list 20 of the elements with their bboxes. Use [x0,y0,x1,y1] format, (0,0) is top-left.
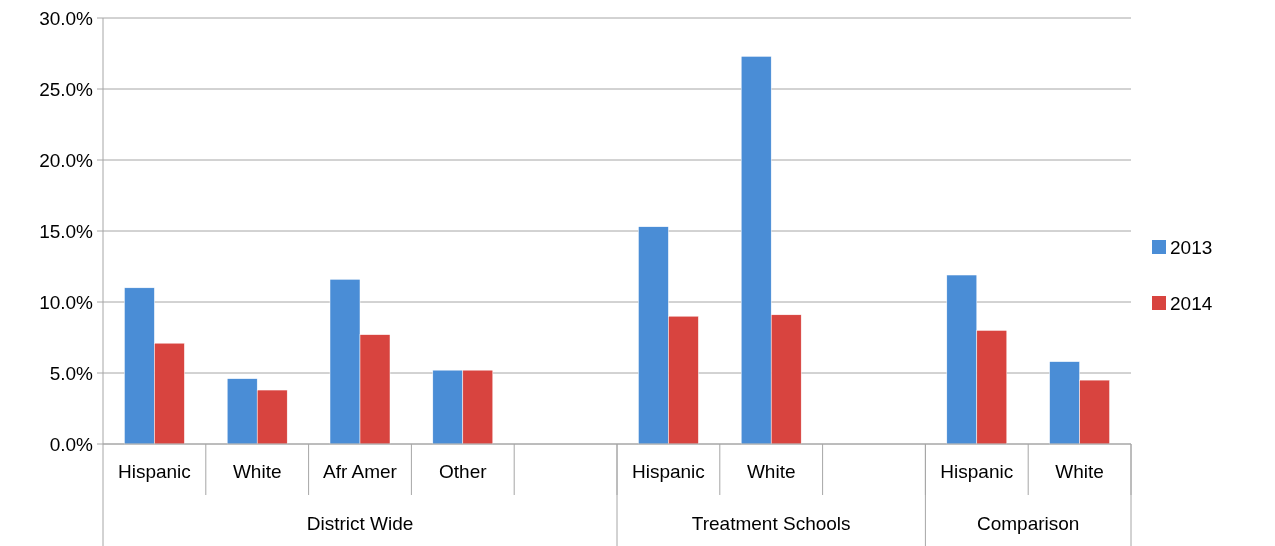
y-tick-label: 20.0% [39,149,94,171]
y-tick-label: 10.0% [39,291,94,313]
text: District Wide [306,513,414,534]
y-tick-label: 30.0% [39,7,94,29]
x-tick-label: Hispanic [631,461,705,482]
legend-label: 2014 [1170,292,1213,314]
text: Treatment Schools [691,513,851,534]
text: Comparison [976,513,1080,534]
x-tick-label: Other [439,461,488,482]
y-tick-label: 15.0% [39,220,94,242]
x-tick-label: White [1055,461,1104,482]
y-tick-label: 25.0% [39,78,94,100]
x-tick-label: Hispanic [117,461,191,482]
x-tick-label: White [232,461,282,482]
x-tick-label: White [746,461,796,482]
x-tick-label: Hispanic [940,461,1014,482]
legend-label: 2013 [1170,236,1213,258]
y-tick-label: 5.0% [49,362,94,384]
x-tick-label: Afr Amer [323,461,398,482]
y-tick-label: 0.0% [49,433,94,455]
